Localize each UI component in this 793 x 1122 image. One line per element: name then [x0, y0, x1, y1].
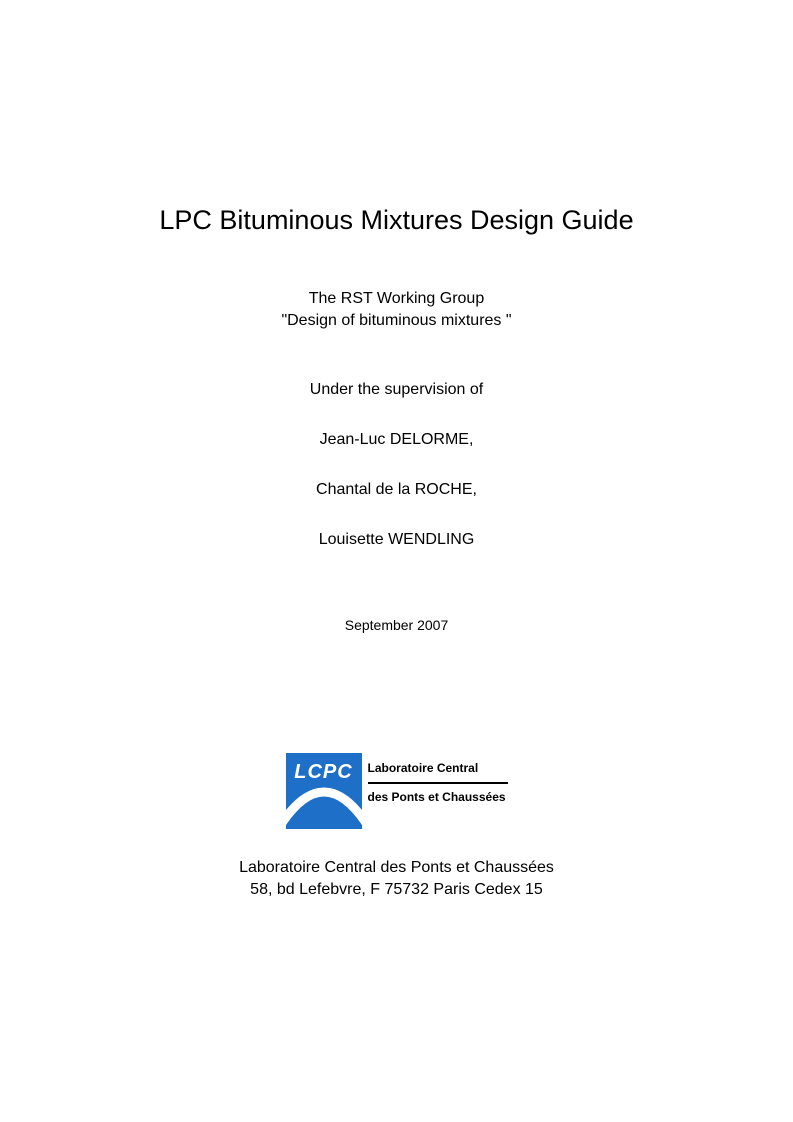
organization-info: Laboratoire Central des Ponts et Chaussé…: [239, 857, 554, 902]
logo-section: LCPC Laboratoire Central des Ponts et Ch…: [0, 753, 793, 902]
working-group-line2: "Design of bituminous mixtures ": [0, 310, 793, 332]
document-title: LPC Bituminous Mixtures Design Guide: [0, 205, 793, 236]
author-1: Jean-Luc DELORME,: [0, 431, 793, 449]
working-group-line1: The RST Working Group: [0, 288, 793, 310]
document-page: LPC Bituminous Mixtures Design Guide The…: [0, 0, 793, 1122]
logo-side-text: Laboratoire Central des Ponts et Chaussé…: [368, 753, 508, 806]
organization-name: Laboratoire Central des Ponts et Chaussé…: [239, 857, 554, 879]
logo-container: LCPC Laboratoire Central des Ponts et Ch…: [286, 753, 508, 829]
logo-acronym: LCPC: [286, 761, 362, 784]
publication-date: September 2007: [0, 617, 793, 633]
logo-arc-icon: [286, 785, 362, 829]
lcpc-logo-icon: LCPC: [286, 753, 362, 829]
working-group-block: The RST Working Group "Design of bitumin…: [0, 288, 793, 333]
author-3: Louisette WENDLING: [0, 531, 793, 549]
supervision-label: Under the supervision of: [0, 381, 793, 399]
logo-side-line1: Laboratoire Central: [368, 761, 508, 777]
logo-side-line2: des Ponts et Chaussées: [368, 790, 508, 806]
logo-divider: [368, 782, 508, 784]
author-2: Chantal de la ROCHE,: [0, 481, 793, 499]
organization-address: 58, bd Lefebvre, F 75732 Paris Cedex 15: [239, 879, 554, 901]
